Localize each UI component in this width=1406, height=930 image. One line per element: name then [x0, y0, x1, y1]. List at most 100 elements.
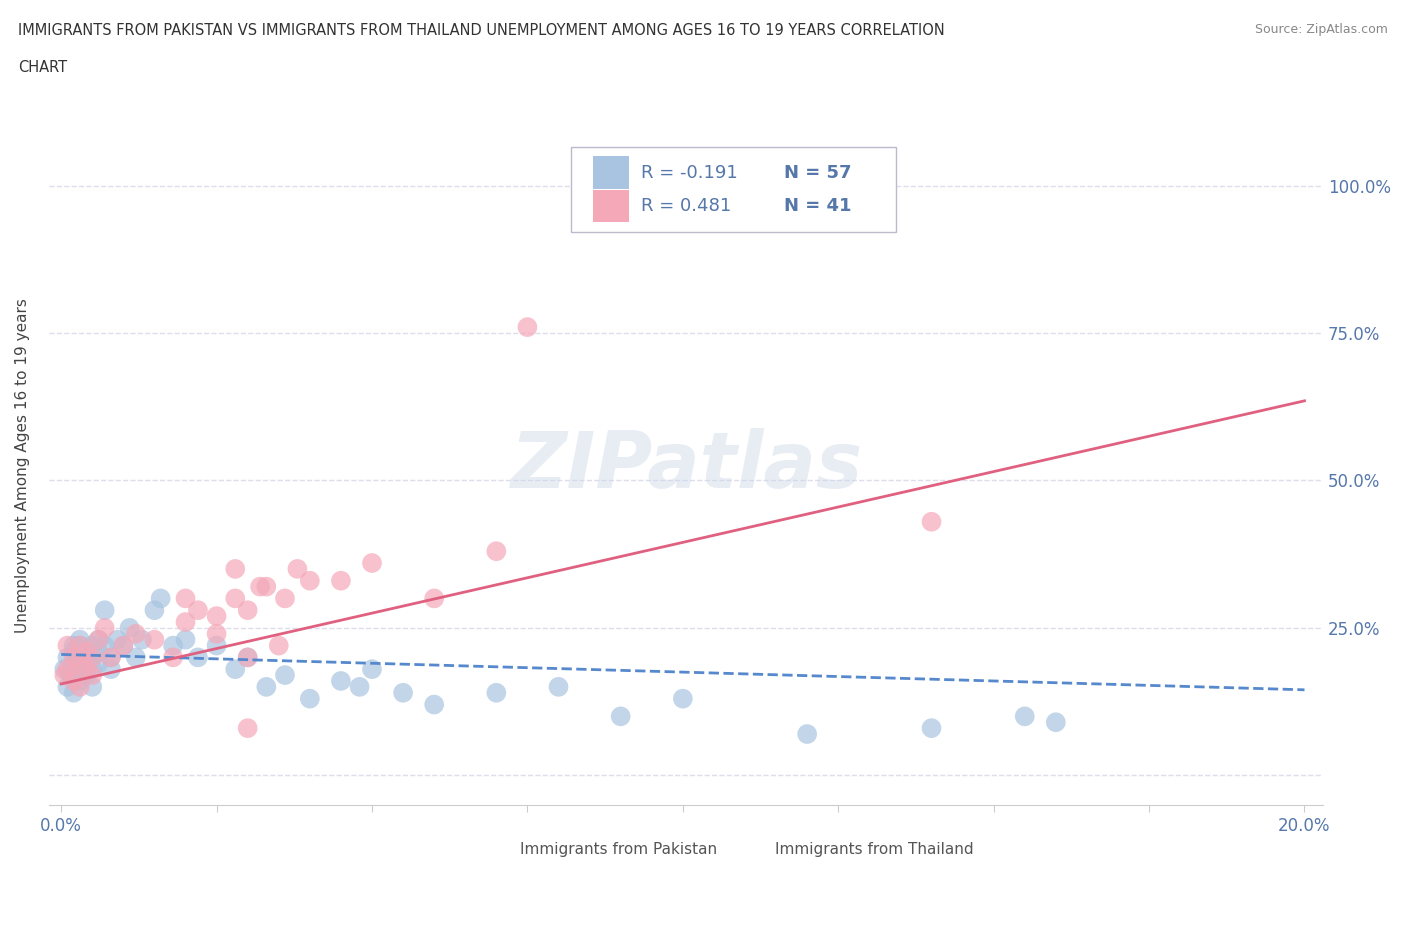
Point: [69, 650, 91, 665]
Point: [53, 668, 76, 683]
Point: [75, 662, 97, 677]
Point: [224, 562, 246, 577]
Point: [69, 662, 91, 677]
Point: [100, 650, 122, 665]
Point: [56, 662, 79, 677]
Bar: [593, 156, 628, 189]
Point: [105, 632, 128, 647]
Point: [82, 680, 104, 695]
Point: [796, 726, 818, 741]
Bar: [475, 830, 508, 851]
Text: Source: ZipAtlas.com: Source: ZipAtlas.com: [1254, 23, 1388, 36]
Y-axis label: Unemployment Among Ages 16 to 19 years: Unemployment Among Ages 16 to 19 years: [15, 299, 30, 633]
Point: [87, 632, 110, 647]
Point: [361, 555, 384, 570]
Point: [75, 644, 97, 659]
Point: [174, 632, 197, 647]
Text: CHART: CHART: [18, 60, 67, 75]
Point: [69, 638, 91, 653]
Point: [69, 656, 91, 671]
Point: [205, 608, 228, 623]
Point: [75, 668, 97, 683]
Point: [87, 632, 110, 647]
Text: N = 41: N = 41: [785, 197, 852, 215]
Point: [236, 603, 259, 618]
Point: [149, 591, 172, 605]
Point: [62, 685, 84, 700]
Text: R = -0.191: R = -0.191: [641, 164, 738, 181]
Point: [69, 632, 91, 647]
Point: [287, 562, 309, 577]
Text: ZIPatlas: ZIPatlas: [510, 428, 862, 504]
Point: [205, 626, 228, 641]
Point: [100, 650, 122, 665]
Point: [143, 603, 166, 618]
FancyBboxPatch shape: [571, 147, 896, 232]
Point: [131, 632, 153, 647]
Point: [75, 656, 97, 671]
Point: [125, 650, 148, 665]
Point: [236, 650, 259, 665]
Point: [298, 573, 321, 588]
Point: [392, 685, 415, 700]
Point: [423, 591, 446, 605]
Point: [87, 656, 110, 671]
Text: Immigrants from Thailand: Immigrants from Thailand: [775, 843, 974, 857]
Point: [329, 573, 352, 588]
Point: [93, 603, 115, 618]
Point: [82, 662, 104, 677]
Point: [224, 591, 246, 605]
Point: [547, 680, 569, 695]
Text: IMMIGRANTS FROM PAKISTAN VS IMMIGRANTS FROM THAILAND UNEMPLOYMENT AMONG AGES 16 : IMMIGRANTS FROM PAKISTAN VS IMMIGRANTS F…: [18, 23, 945, 38]
Point: [100, 662, 122, 677]
Point: [69, 638, 91, 653]
Text: N = 57: N = 57: [785, 164, 852, 181]
Point: [53, 662, 76, 677]
Point: [162, 638, 184, 653]
Text: Immigrants from Pakistan: Immigrants from Pakistan: [520, 843, 717, 857]
Point: [485, 685, 508, 700]
Point: [249, 579, 271, 594]
Point: [187, 650, 209, 665]
Point: [224, 662, 246, 677]
Point: [485, 544, 508, 559]
Point: [254, 680, 277, 695]
Bar: [593, 190, 628, 222]
Point: [174, 591, 197, 605]
Point: [361, 662, 384, 677]
Point: [56, 680, 79, 695]
Point: [1045, 715, 1067, 730]
Point: [921, 721, 943, 736]
Point: [87, 644, 110, 659]
Point: [267, 638, 290, 653]
Point: [75, 644, 97, 659]
Point: [516, 320, 538, 335]
Point: [93, 638, 115, 653]
Point: [274, 668, 297, 683]
Point: [82, 650, 104, 665]
Point: [274, 591, 297, 605]
Point: [56, 650, 79, 665]
Point: [672, 691, 695, 706]
Point: [174, 615, 197, 630]
Bar: [731, 830, 762, 851]
Point: [162, 650, 184, 665]
Point: [298, 691, 321, 706]
Point: [112, 638, 135, 653]
Point: [69, 673, 91, 688]
Point: [82, 668, 104, 683]
Point: [205, 638, 228, 653]
Point: [125, 626, 148, 641]
Point: [254, 579, 277, 594]
Point: [112, 638, 135, 653]
Point: [82, 638, 104, 653]
Point: [236, 650, 259, 665]
Text: R = 0.481: R = 0.481: [641, 197, 731, 215]
Point: [56, 638, 79, 653]
Point: [62, 673, 84, 688]
Point: [62, 656, 84, 671]
Point: [187, 603, 209, 618]
Point: [329, 673, 352, 688]
Point: [143, 632, 166, 647]
Point: [82, 650, 104, 665]
